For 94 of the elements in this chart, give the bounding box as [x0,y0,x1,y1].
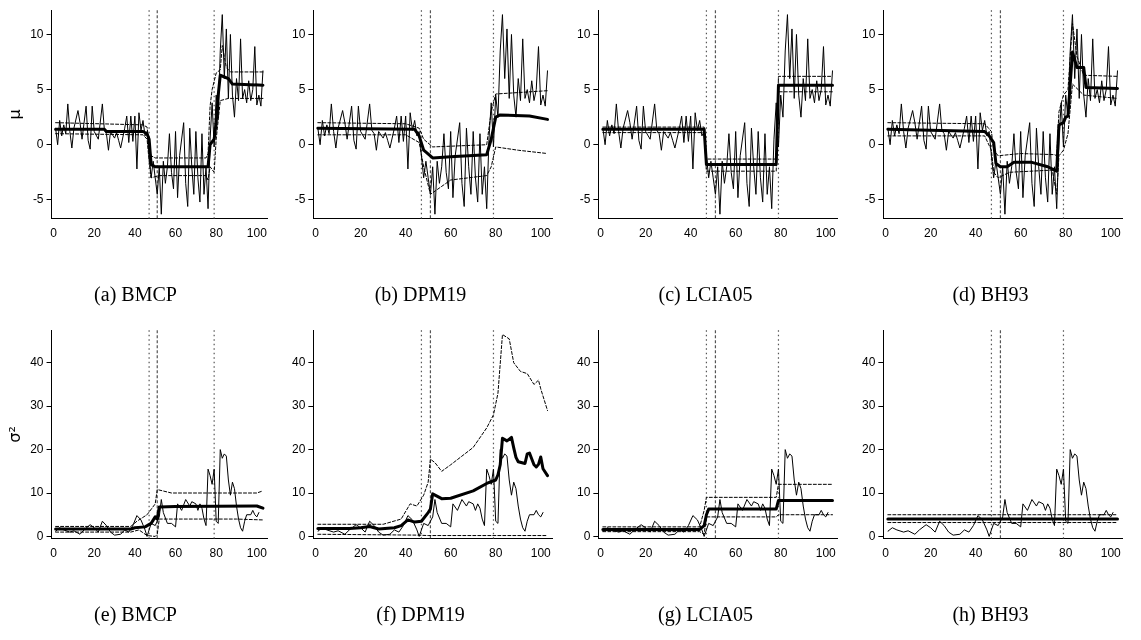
x-tick-label: 0 [597,226,605,241]
y-axis-title: σ² [4,426,24,443]
y-tick-label: 20 [291,441,306,456]
x-tick-label: 20 [353,546,368,561]
y-tick-label: 30 [861,398,876,413]
y-tick-label: 10 [576,26,591,41]
y-tick-label: 10 [30,26,44,41]
y-tick-label: 20 [861,441,876,456]
text: (g) LCIA05 [658,603,753,627]
y-tick-label: 30 [30,398,44,413]
y-tick-label: 0 [298,528,306,543]
y-tick-label: -5 [864,192,876,207]
x-tick-label: 80 [1059,546,1073,561]
x-tick-label: 40 [398,546,413,561]
x-tick-label: 40 [398,226,413,241]
y-axis-title: μ [4,109,24,120]
x-tick-label: 100 [1100,546,1122,561]
text: (d) BH93 [952,283,1029,307]
x-tick-label: 0 [312,226,320,241]
y-tick-label: 5 [36,81,44,96]
x-tick-label: 100 [815,226,837,241]
x-tick-label: 40 [683,546,698,561]
x-tick-label: 0 [50,226,58,241]
x-tick-label: 20 [923,226,938,241]
x-tick-label: 0 [597,546,605,561]
text: (b) DPM19 [374,283,467,307]
x-tick-label: 80 [209,226,224,241]
x-tick-label: 20 [87,546,102,561]
x-tick-label: 100 [246,546,268,561]
x-tick-label: 80 [489,546,503,561]
x-tick-label: 60 [729,546,743,561]
y-tick-label: 10 [30,485,44,500]
y-tick-label: -5 [32,192,44,207]
text: (a) BMCP [94,283,177,307]
y-tick-label: 5 [868,81,876,96]
x-tick-label: 80 [1059,226,1073,241]
y-tick-label: 5 [298,81,306,96]
x-tick-label: 20 [87,226,102,241]
x-tick-label: 80 [489,226,503,241]
x-tick-label: 0 [312,546,320,561]
x-tick-label: 60 [444,546,458,561]
x-tick-label: 0 [50,546,58,561]
y-tick-label: 40 [576,355,591,370]
x-tick-label: 100 [1100,226,1122,241]
y-tick-label: 30 [576,398,591,413]
y-tick-label: -5 [294,192,306,207]
y-tick-label: 0 [868,137,876,152]
x-tick-label: 60 [1014,546,1028,561]
y-tick-label: 40 [30,355,44,370]
y-tick-label: 10 [291,26,306,41]
text: (h) BH93 [952,603,1029,627]
x-tick-label: 100 [530,226,552,241]
x-tick-label: 40 [968,226,983,241]
x-tick-label: 0 [882,546,890,561]
y-tick-label: 10 [576,485,591,500]
x-tick-label: 60 [729,226,743,241]
y-tick-label: -5 [579,192,591,207]
y-tick-label: 20 [30,441,44,456]
x-tick-label: 20 [638,546,653,561]
y-tick-label: 0 [583,528,591,543]
x-tick-label: 60 [168,546,183,561]
x-tick-label: 40 [128,226,142,241]
y-tick-label: 0 [36,137,44,152]
x-tick-label: 60 [444,226,458,241]
x-tick-label: 100 [246,226,268,241]
y-tick-label: 0 [298,137,306,152]
y-tick-label: 10 [861,485,876,500]
x-tick-label: 100 [530,546,552,561]
x-tick-label: 20 [923,546,938,561]
x-tick-label: 80 [774,226,788,241]
y-tick-label: 0 [868,528,876,543]
y-tick-label: 0 [583,137,591,152]
y-tick-label: 10 [291,485,306,500]
x-tick-label: 60 [1014,226,1028,241]
x-tick-label: 40 [683,226,698,241]
x-tick-label: 100 [815,546,837,561]
y-tick-label: 0 [36,528,44,543]
text: (e) BMCP [94,603,177,627]
x-tick-label: 20 [638,226,653,241]
x-tick-label: 80 [774,546,788,561]
x-tick-label: 0 [882,226,890,241]
y-tick-label: 10 [861,26,876,41]
x-tick-label: 20 [353,226,368,241]
y-tick-label: 40 [861,355,876,370]
text: (c) LCIA05 [658,283,753,307]
y-tick-label: 30 [291,398,306,413]
y-tick-label: 40 [291,355,306,370]
text: (f) DPM19 [376,603,465,627]
x-tick-label: 40 [968,546,983,561]
x-tick-label: 80 [209,546,224,561]
y-tick-label: 5 [583,81,591,96]
x-tick-label: 60 [168,226,183,241]
x-tick-label: 40 [128,546,142,561]
y-tick-label: 20 [576,441,591,456]
